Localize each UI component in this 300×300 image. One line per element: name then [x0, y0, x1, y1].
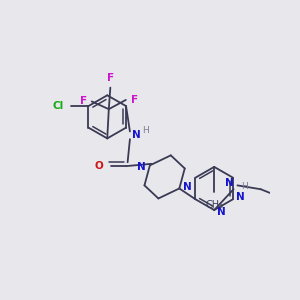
Text: O: O — [94, 161, 103, 171]
Text: N: N — [225, 178, 234, 188]
Text: H: H — [241, 182, 248, 191]
Text: N: N — [183, 182, 192, 191]
Text: N: N — [236, 192, 245, 202]
Text: F: F — [107, 73, 114, 83]
Text: H: H — [142, 126, 149, 135]
Text: CH₃: CH₃ — [205, 200, 223, 210]
Text: N: N — [132, 130, 141, 140]
Text: Cl: Cl — [52, 101, 64, 111]
Text: N: N — [217, 207, 226, 217]
Text: F: F — [130, 95, 138, 105]
Text: N: N — [137, 162, 146, 172]
Text: F: F — [80, 96, 87, 106]
